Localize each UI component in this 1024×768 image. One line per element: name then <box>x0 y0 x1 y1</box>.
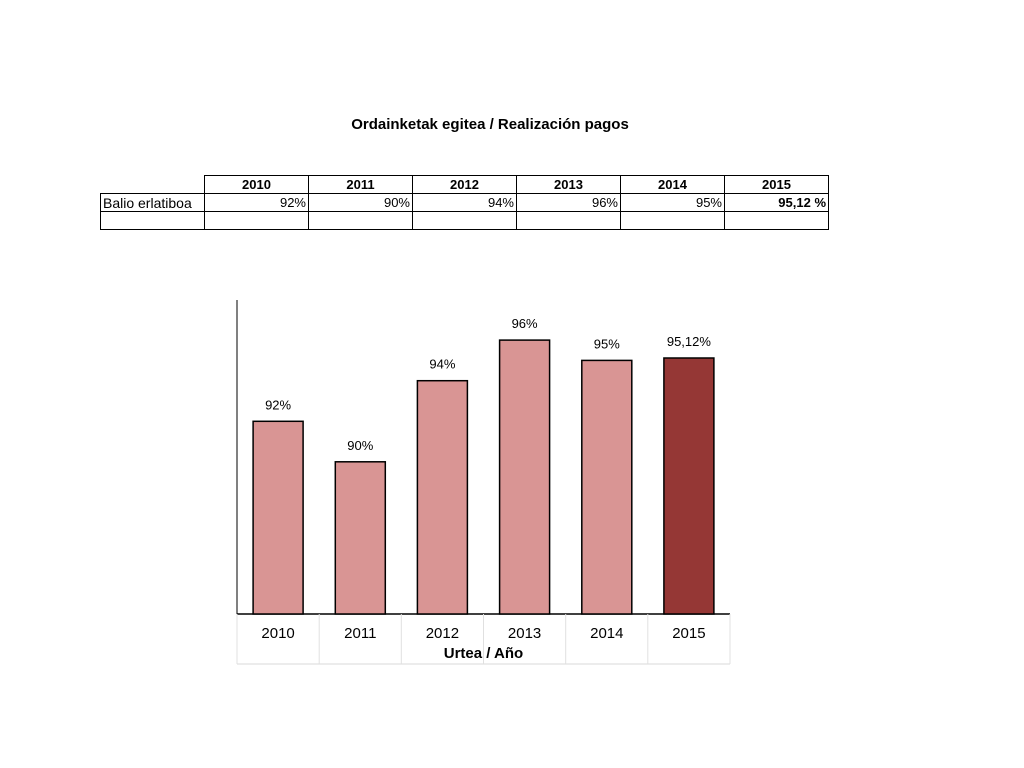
data-table: 2010 2011 2012 2013 2014 2015 Balio erla… <box>100 175 829 230</box>
page-title: Ordainketak egitea / Realización pagos <box>351 116 629 133</box>
row-label-cell: Balio erlatiboa <box>100 193 205 212</box>
x-tick-label: 2015 <box>672 625 705 642</box>
x-tick-label: 2012 <box>426 625 459 642</box>
data-label: 90% <box>347 438 373 453</box>
value-cell: 95,12 % <box>724 193 829 212</box>
year-header-cell: 2011 <box>308 175 413 194</box>
data-label: 95% <box>594 336 620 351</box>
empty-cell <box>724 211 829 230</box>
year-header-cell: 2013 <box>516 175 621 194</box>
bar <box>334 461 387 615</box>
bar <box>581 359 633 615</box>
table-empty-row <box>100 211 829 230</box>
x-axis-label: Urtea / Año <box>444 645 523 662</box>
x-tick-label: 2013 <box>508 625 541 642</box>
data-label: 92% <box>265 397 291 412</box>
bar <box>416 379 469 615</box>
table-header-row: 2010 2011 2012 2013 2014 2015 <box>100 175 829 194</box>
x-tick-label: 2010 <box>261 625 294 642</box>
data-label: 94% <box>429 357 455 372</box>
bar <box>498 339 551 615</box>
year-header-cell: 2014 <box>620 175 725 194</box>
data-label: 96% <box>512 316 538 331</box>
x-tick-label: 2011 <box>344 625 376 642</box>
data-label: 95,12% <box>667 334 712 349</box>
x-tick-label: 2014 <box>590 625 623 642</box>
bar <box>252 420 304 615</box>
bar <box>663 357 715 615</box>
